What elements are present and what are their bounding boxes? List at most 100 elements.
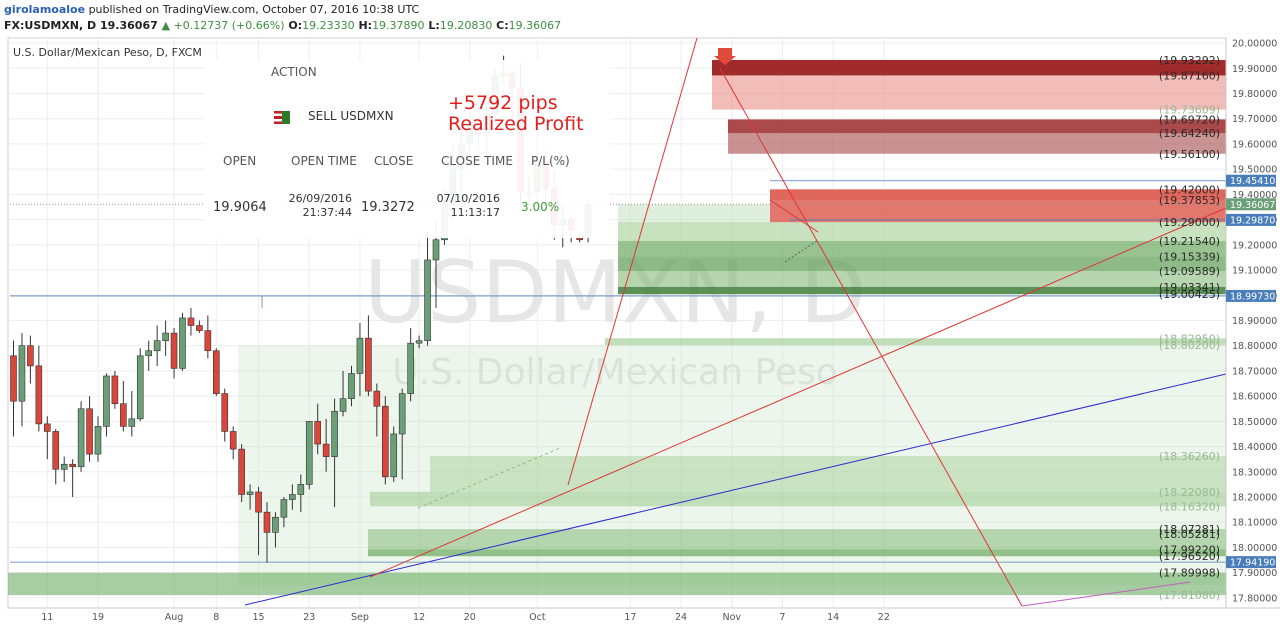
price-tag-bg <box>1226 556 1276 569</box>
candle-body <box>162 332 169 341</box>
sell-arrow-icon <box>714 48 736 65</box>
candle-body <box>204 330 212 352</box>
projection-line <box>719 67 1023 607</box>
candle-body <box>314 421 322 445</box>
support-zone <box>430 456 1226 492</box>
candle-body <box>69 463 76 468</box>
candle-body <box>331 410 338 457</box>
candle-body <box>297 484 305 495</box>
level-label: (18.80200) <box>1159 339 1220 352</box>
candle <box>35 345 43 432</box>
candle-body <box>10 355 17 402</box>
candle <box>365 315 372 397</box>
candle-body <box>35 365 43 425</box>
candle <box>213 348 220 397</box>
candle-body <box>213 350 220 394</box>
candle-body <box>356 337 364 374</box>
action-header: ACTION <box>271 65 317 79</box>
candle <box>77 401 85 472</box>
candle <box>179 312 186 371</box>
high-value: 19.37890 <box>372 19 425 32</box>
candle <box>289 484 296 510</box>
candle <box>69 459 76 498</box>
candle <box>229 426 237 460</box>
x-tick-label: Aug <box>165 612 184 623</box>
resistance-zone <box>728 133 1226 154</box>
candle-body <box>77 408 85 468</box>
level-label: (18.22080) <box>1159 486 1220 499</box>
open-date: 26/09/2016 <box>288 192 352 205</box>
candle <box>103 373 110 437</box>
col-open: OPEN <box>223 154 257 168</box>
candle-body <box>60 463 68 470</box>
price-tag: 19.36067 <box>1226 198 1276 211</box>
close-value: 19.36067 <box>508 19 562 32</box>
price-tag-label: 18.99730 <box>1230 291 1275 302</box>
profit-pips: +5792 pips <box>448 92 558 114</box>
candle-body <box>432 239 440 261</box>
level-label: (19.42000) <box>1159 183 1220 196</box>
y-axis: 20.00000 19.90000 19.80000 19.70000 19.60000… <box>1225 38 1280 608</box>
candle-body <box>43 423 51 432</box>
candle <box>263 502 271 563</box>
y-tick-label: 19.90000 <box>1232 64 1277 75</box>
candle <box>86 396 93 462</box>
publish-line: girolamoaloe published on TradingView.co… <box>4 3 419 16</box>
candle-body <box>187 317 195 326</box>
x-tick-label: 15 <box>253 612 265 623</box>
x-tick-label: 23 <box>303 612 315 623</box>
level-labels: (19.93292) (19.87160) (19.73609)(19.69720)… <box>1159 54 1220 602</box>
candle <box>255 486 262 556</box>
candle <box>339 370 347 417</box>
candle-body <box>52 431 60 470</box>
candle <box>348 365 355 407</box>
y-tick-label: 18.30000 <box>1232 467 1277 478</box>
x-tick-label: Nov <box>722 612 741 623</box>
level-label: (19.73609) <box>1159 104 1220 117</box>
candle <box>424 232 431 346</box>
price-tag-bg <box>1226 174 1276 187</box>
candle <box>390 426 398 482</box>
y-tick-label: 19.60000 <box>1232 139 1277 150</box>
author-name[interactable]: girolamoaloe <box>4 3 86 16</box>
candle-body <box>272 516 279 533</box>
quote-line: FX:USDMXN, D 19.36067 ▲ +0.12737 (+0.66%… <box>4 19 561 32</box>
candle <box>331 398 338 508</box>
y-tick-label: 18.50000 <box>1232 417 1277 428</box>
close-label: C: <box>496 19 509 32</box>
candle-body <box>246 491 254 495</box>
candle-body <box>153 340 161 352</box>
change-value: ▲ +0.12737 (+0.66%) <box>161 19 285 32</box>
close-date: 07/10/2016 <box>436 192 500 205</box>
y-tick-label: 19.70000 <box>1232 114 1277 125</box>
candle-body <box>229 431 237 450</box>
candle-body <box>238 448 245 495</box>
x-tick-label: Sep <box>351 612 369 623</box>
symbol-label: FX:USDMXN, D <box>4 19 97 32</box>
y-tick-label: 18.10000 <box>1232 518 1277 529</box>
y-tick-label: 18.00000 <box>1232 543 1277 554</box>
candle-body <box>170 332 178 369</box>
trend-line-red <box>567 37 698 486</box>
price-tag-label: 19.45410 <box>1230 176 1275 187</box>
candle <box>43 416 51 460</box>
level-label: (19.09589) <box>1159 265 1220 278</box>
y-tick-label: 19.40000 <box>1232 190 1277 201</box>
candle <box>27 335 34 384</box>
y-tick-label: 17.90000 <box>1232 568 1277 579</box>
price-tag: 19.45410 <box>1226 174 1276 187</box>
candle <box>204 315 212 359</box>
candle-body <box>103 375 110 427</box>
level-label: (19.21540) <box>1159 235 1220 248</box>
level-label: (19.29000) <box>1159 216 1220 229</box>
level-label: (19.03341) <box>1159 281 1220 294</box>
support-zone <box>368 549 1226 557</box>
resistance-zone <box>728 119 1226 134</box>
x-tick-label: 8 <box>213 612 219 623</box>
candle <box>145 340 152 371</box>
level-label: (19.00425) <box>1159 288 1220 301</box>
price-tag: 19.29870 <box>1226 213 1276 226</box>
candle-body <box>390 433 398 478</box>
level-label: (18.36260) <box>1159 450 1220 463</box>
